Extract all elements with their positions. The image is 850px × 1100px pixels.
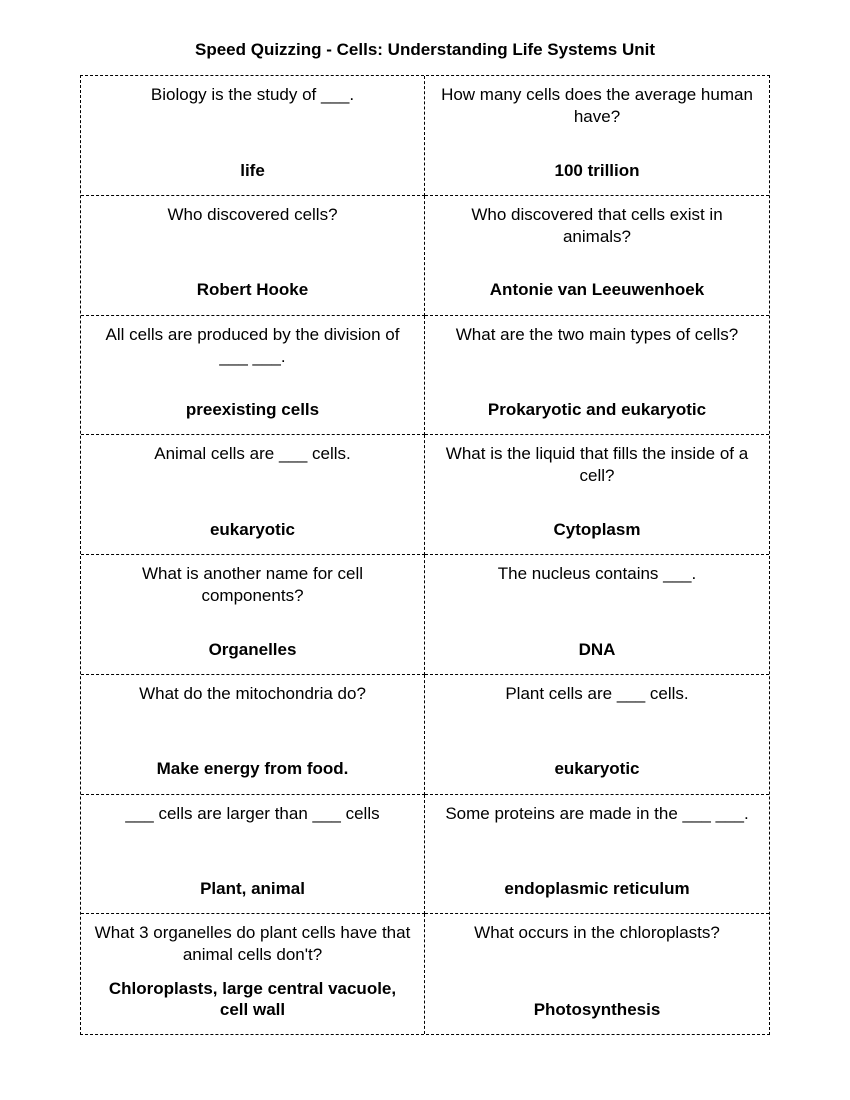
answer-text: eukaryotic [437, 758, 757, 779]
answer-text: 100 trillion [437, 160, 757, 181]
question-text: Animal cells are ___ cells. [93, 443, 412, 465]
question-text: The nucleus contains ___. [437, 563, 757, 585]
question-text: Plant cells are ___ cells. [437, 683, 757, 705]
answer-text: Photosynthesis [437, 999, 757, 1020]
answer-text: preexisting cells [93, 399, 412, 420]
flashcard: Plant cells are ___ cells. eukaryotic [425, 675, 769, 795]
question-text: What is another name for cell components… [93, 563, 412, 607]
flashcard: Some proteins are made in the ___ ___. e… [425, 795, 769, 915]
flashcard: What occurs in the chloroplasts? Photosy… [425, 914, 769, 1034]
question-text: ___ cells are larger than ___ cells [93, 803, 412, 825]
flashcard: All cells are produced by the division o… [81, 316, 425, 436]
flashcard: How many cells does the average human ha… [425, 76, 769, 196]
answer-text: Chloroplasts, large central vacuole, cel… [93, 978, 412, 1021]
answer-text: Cytoplasm [437, 519, 757, 540]
answer-text: Plant, animal [93, 878, 412, 899]
flashcard: What are the two main types of cells? Pr… [425, 316, 769, 436]
flashcard: What is the liquid that fills the inside… [425, 435, 769, 555]
question-text: Who discovered that cells exist in anima… [437, 204, 757, 248]
answer-text: life [93, 160, 412, 181]
question-text: Some proteins are made in the ___ ___. [437, 803, 757, 825]
flashcard: Animal cells are ___ cells. eukaryotic [81, 435, 425, 555]
question-text: What are the two main types of cells? [437, 324, 757, 346]
question-text: Who discovered cells? [93, 204, 412, 226]
question-text: What occurs in the chloroplasts? [437, 922, 757, 944]
flashcard: Biology is the study of ___. life [81, 76, 425, 196]
answer-text: Organelles [93, 639, 412, 660]
flashcard: What 3 organelles do plant cells have th… [81, 914, 425, 1034]
answer-text: Prokaryotic and eukaryotic [437, 399, 757, 420]
flashcard: Who discovered that cells exist in anima… [425, 196, 769, 316]
answer-text: Robert Hooke [93, 279, 412, 300]
answer-text: endoplasmic reticulum [437, 878, 757, 899]
flashcard: What is another name for cell components… [81, 555, 425, 675]
flashcard-grid: Biology is the study of ___. life How ma… [80, 75, 770, 1035]
question-text: How many cells does the average human ha… [437, 84, 757, 128]
question-text: What is the liquid that fills the inside… [437, 443, 757, 487]
flashcard: ___ cells are larger than ___ cells Plan… [81, 795, 425, 915]
flashcard: Who discovered cells? Robert Hooke [81, 196, 425, 316]
question-text: All cells are produced by the division o… [93, 324, 412, 368]
question-text: What 3 organelles do plant cells have th… [93, 922, 412, 966]
answer-text: eukaryotic [93, 519, 412, 540]
page-title: Speed Quizzing - Cells: Understanding Li… [80, 40, 770, 60]
flashcard: The nucleus contains ___. DNA [425, 555, 769, 675]
question-text: Biology is the study of ___. [93, 84, 412, 106]
answer-text: DNA [437, 639, 757, 660]
answer-text: Make energy from food. [93, 758, 412, 779]
flashcard: What do the mitochondria do? Make energy… [81, 675, 425, 795]
question-text: What do the mitochondria do? [93, 683, 412, 705]
answer-text: Antonie van Leeuwenhoek [437, 279, 757, 300]
